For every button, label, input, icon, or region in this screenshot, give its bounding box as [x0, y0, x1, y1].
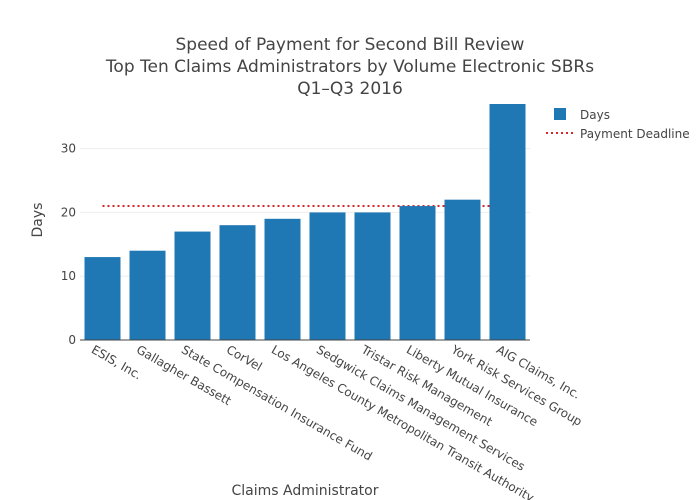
y-tick-label: 10	[61, 269, 76, 283]
bar	[444, 199, 481, 340]
chart-subtitle-line-1: Top Ten Claims Administrators by Volume …	[105, 57, 594, 77]
legend-deadline-label: Payment Deadline	[580, 127, 690, 141]
bar	[129, 250, 166, 340]
bar	[354, 212, 391, 340]
chart-title: Speed of Payment for Second Bill Review	[176, 35, 525, 55]
y-axis: 0 10 20 30	[61, 142, 76, 347]
bar	[174, 231, 211, 340]
chart-subtitle-line-2: Q1–Q3 2016	[297, 79, 403, 99]
y-tick-label: 0	[68, 333, 76, 347]
bars	[84, 104, 526, 340]
bar	[84, 257, 121, 340]
y-tick-label: 30	[61, 142, 76, 156]
bar	[399, 206, 436, 340]
x-axis-title: Claims Administrator	[232, 483, 379, 499]
bar	[309, 212, 346, 340]
bar	[264, 218, 301, 340]
y-axis-title: Days	[30, 203, 46, 238]
y-tick-label: 20	[61, 205, 76, 219]
bar	[489, 104, 526, 340]
legend-days-label: Days	[580, 108, 610, 122]
x-tick-label: ESIS, Inc.	[89, 342, 144, 382]
legend-days-swatch	[554, 108, 566, 120]
bar	[219, 225, 256, 340]
legend: Days Payment Deadline	[546, 108, 690, 141]
